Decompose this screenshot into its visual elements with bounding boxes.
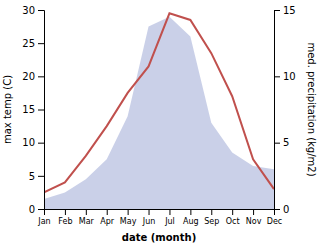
x-axis-title: date (month) [122,232,196,243]
tick-mark [274,143,280,144]
tick-label: Oct [226,217,240,226]
tick: 10 [22,137,44,148]
tick-label: Nov [246,217,262,226]
tick: May [120,209,137,226]
tick-mark [86,209,87,215]
axis-domain [38,11,45,210]
area [44,17,274,209]
tick-label: 10 [283,71,296,82]
tick: 5 [29,171,44,182]
tick-mark [107,209,108,215]
tick-mark [38,10,44,11]
tick-label: 5 [29,171,35,182]
tick: 0 [29,204,44,215]
tick: 25 [22,38,44,49]
tick-mark [274,10,280,11]
tick: Dec [267,209,282,226]
tick-label: 10 [22,137,35,148]
y-axis-title: max temp (C) [2,75,13,144]
tick: 10 [274,71,296,82]
tick-mark [253,209,254,215]
tick: Oct [226,209,240,226]
tick-mark [211,209,212,215]
chart: JanFebMarAprMayJunJulAugSepOctNovDec0510… [0,0,318,247]
tick-label: Feb [58,217,72,226]
tick-label: 5 [283,137,289,148]
tick-mark [128,209,129,215]
tick-label: Jan [37,217,50,226]
tick-label: 15 [283,5,296,16]
tick-mark [38,110,44,111]
tick-mark [38,76,44,77]
y2-axis-title: med. precipitation (kg/m2) [306,42,317,176]
tick-mark [190,209,191,215]
tick-label: Dec [267,217,282,226]
tick: Feb [58,209,72,226]
tick-label: 25 [22,38,35,49]
tick: 30 [22,5,44,16]
plot-area [44,13,274,209]
tick-label: 0 [283,204,289,215]
tick-mark [274,76,280,77]
tick-label: Jul [164,217,175,226]
tick: Jun [142,209,156,226]
tick-mark [38,209,44,210]
tick-label: Jun [142,217,156,226]
tick-mark [38,176,44,177]
line [44,13,274,192]
tick-label: Aug [183,217,199,226]
tick-label: Mar [79,217,95,226]
tick: Sep [204,209,219,226]
tick: Jul [164,209,175,226]
tick: 0 [274,204,289,215]
tick-mark [38,143,44,144]
tick-mark [169,209,170,215]
tick-mark [274,209,280,210]
tick: Nov [246,209,262,226]
x-axis: Jan Feb Mar Apr May Jun Jul Aug Sep Oct Nov Dec [37,209,282,226]
y-axis: 0 5 10 15 20 25 30 [22,5,44,215]
tick-label: 30 [22,5,35,16]
tick-label: Apr [100,217,115,226]
tick-label: Sep [204,217,219,226]
tick: Mar [79,209,95,226]
tick-label: 15 [22,104,35,115]
tick-label: 0 [29,204,35,215]
tick: 5 [274,137,289,148]
axis-domain [275,11,281,210]
tick: 15 [22,104,44,115]
tick-label: May [120,217,137,226]
tick-mark [38,43,44,44]
tick: Apr [100,209,115,226]
tick: Jan [37,209,50,226]
y2-axis: 0 5 10 15 [274,5,296,215]
tick-mark [232,209,233,215]
tick-mark [65,209,66,215]
tick-label: 20 [22,71,35,82]
tick: 20 [22,71,44,82]
tick: 15 [274,5,296,16]
tick-mark [149,209,150,215]
tick: Aug [183,209,199,226]
axis-domain [45,210,275,216]
